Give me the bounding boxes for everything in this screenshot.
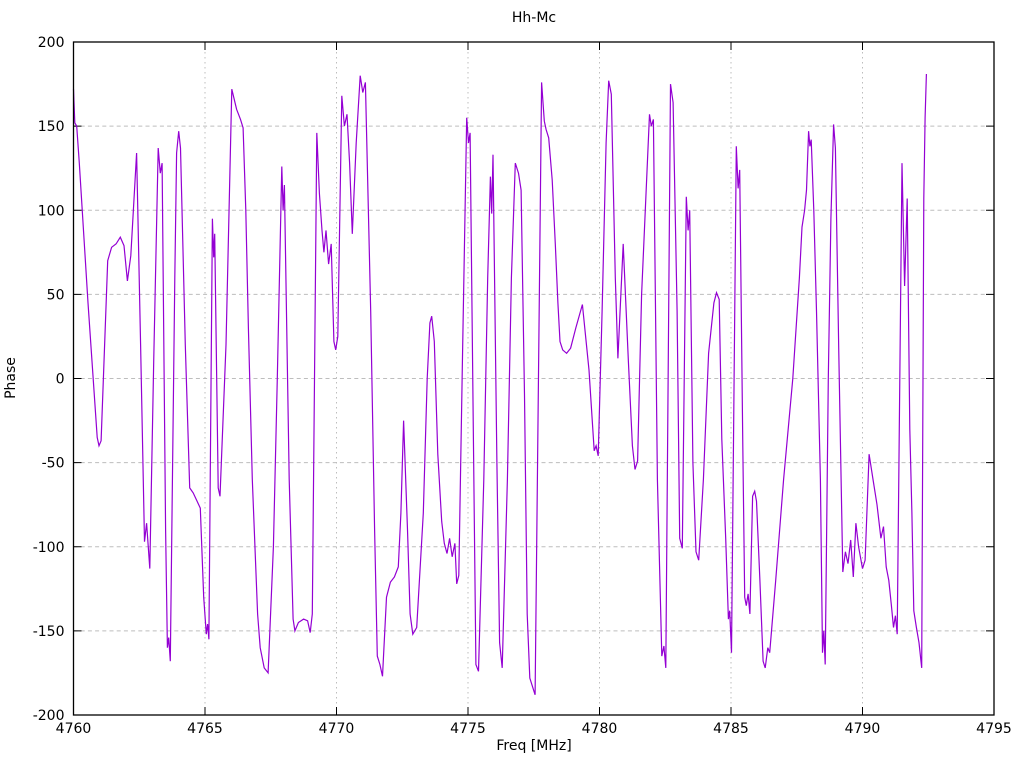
x-tick-label: 4795 <box>976 721 1012 737</box>
y-tick-label: 50 <box>47 287 65 303</box>
y-tick-label: -150 <box>33 624 65 640</box>
x-axis-label: Freq [MHz] <box>496 738 572 754</box>
y-tick-label: 200 <box>38 35 65 51</box>
x-tick-label: 4775 <box>450 721 486 737</box>
x-tick-label: 4785 <box>713 721 749 737</box>
y-tick-label: 100 <box>38 203 65 219</box>
x-tick-label: 4790 <box>845 721 881 737</box>
x-tick-label: 4760 <box>56 721 92 737</box>
y-tick-label: 150 <box>38 119 65 135</box>
phase-line <box>72 73 927 695</box>
plot-border <box>72 41 995 716</box>
x-tick-label: 4780 <box>582 721 618 737</box>
chart-title: Hh-Mc <box>511 10 557 26</box>
y-tick-label: 0 <box>56 372 65 388</box>
y-tick-label: -50 <box>42 456 65 472</box>
y-tick-label: -200 <box>33 708 65 724</box>
x-tick-label: 4765 <box>187 721 223 737</box>
y-tick-label: -100 <box>33 540 65 556</box>
tick-labels: 4760 4765 4770 4775 4780 4785 4790 4795 -200 -150… <box>33 35 1012 737</box>
x-tick-label: 4770 <box>319 721 355 737</box>
